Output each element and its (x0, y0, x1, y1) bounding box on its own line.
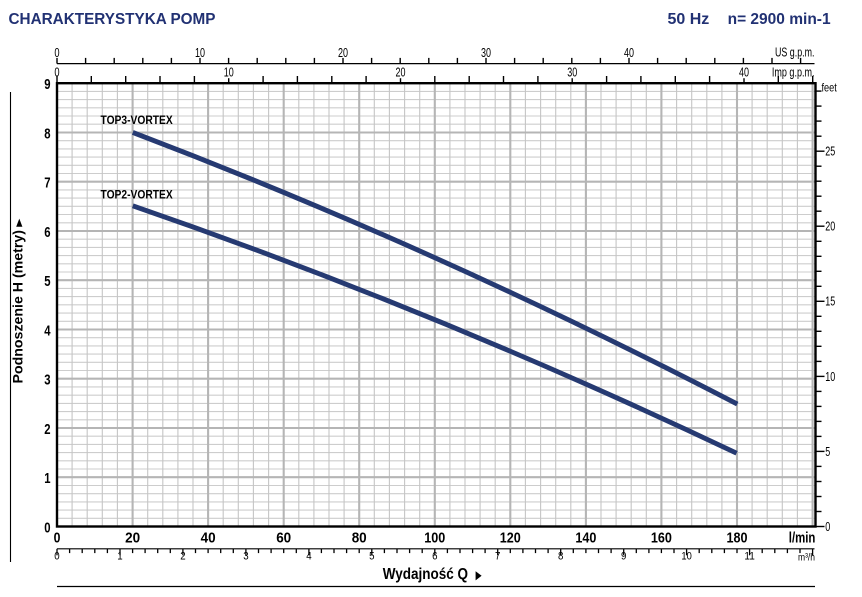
svg-text:9: 9 (44, 77, 50, 93)
svg-text:0: 0 (54, 551, 59, 563)
svg-text:40: 40 (201, 529, 216, 546)
svg-text:20: 20 (125, 529, 140, 546)
svg-text:4: 4 (306, 551, 311, 563)
svg-text:n= 2900 min-1: n= 2900 min-1 (728, 11, 831, 28)
svg-text:m³/h: m³/h (798, 553, 815, 564)
svg-text:6: 6 (432, 551, 437, 563)
svg-text:50 Hz: 50 Hz (668, 11, 710, 28)
svg-text:0: 0 (54, 46, 59, 60)
svg-text:Imp g.p.m.: Imp g.p.m. (772, 65, 815, 79)
svg-text:0: 0 (54, 66, 59, 80)
svg-text:40: 40 (624, 46, 634, 60)
svg-text:11: 11 (744, 551, 754, 563)
svg-text:TOP2-VORTEX: TOP2-VORTEX (101, 188, 173, 202)
svg-text:0: 0 (54, 529, 61, 546)
svg-text:10: 10 (195, 46, 205, 60)
svg-text:7: 7 (44, 176, 50, 192)
svg-text:30: 30 (481, 46, 491, 60)
svg-text:30: 30 (567, 66, 577, 80)
svg-text:25: 25 (825, 145, 835, 159)
svg-text:40: 40 (739, 66, 749, 80)
svg-text:5: 5 (369, 551, 374, 563)
svg-text:20: 20 (825, 220, 835, 234)
svg-text:1: 1 (117, 551, 122, 563)
svg-text:5: 5 (44, 274, 50, 290)
svg-text:20: 20 (338, 46, 348, 60)
svg-text:Podnoszenie H (metry): Podnoszenie H (metry) (10, 230, 26, 384)
svg-text:140: 140 (575, 529, 596, 546)
svg-text:60: 60 (276, 529, 291, 546)
svg-text:Wydajność Q: Wydajność Q (383, 566, 468, 583)
svg-text:2: 2 (44, 422, 50, 438)
svg-text:3: 3 (44, 373, 50, 389)
svg-text:2: 2 (180, 551, 185, 563)
svg-text:20: 20 (396, 66, 406, 80)
svg-text:4: 4 (44, 324, 50, 340)
svg-text:180: 180 (727, 529, 748, 546)
svg-text:10: 10 (825, 370, 835, 384)
svg-text:feet: feet (822, 81, 838, 95)
svg-text:15: 15 (825, 295, 835, 309)
svg-text:US g.p.m.: US g.p.m. (775, 46, 815, 60)
svg-text:1: 1 (44, 471, 50, 487)
svg-text:100: 100 (424, 529, 445, 546)
svg-text:8: 8 (558, 551, 563, 563)
svg-text:TOP3-VORTEX: TOP3-VORTEX (101, 113, 173, 127)
svg-text:0: 0 (44, 521, 50, 537)
svg-text:10: 10 (224, 66, 234, 80)
svg-text:l/min: l/min (789, 529, 816, 546)
svg-text:10: 10 (681, 551, 691, 563)
svg-text:8: 8 (44, 127, 50, 143)
svg-text:0: 0 (825, 520, 830, 534)
svg-text:6: 6 (44, 225, 50, 241)
svg-text:160: 160 (651, 529, 672, 546)
svg-text:7: 7 (495, 551, 500, 563)
svg-text:5: 5 (825, 445, 830, 459)
svg-text:9: 9 (621, 551, 626, 563)
svg-text:CHARAKTERYSTYKA POMP: CHARAKTERYSTYKA POMP (9, 11, 216, 28)
svg-text:80: 80 (352, 529, 367, 546)
svg-text:120: 120 (500, 529, 521, 546)
svg-text:3: 3 (243, 551, 248, 563)
